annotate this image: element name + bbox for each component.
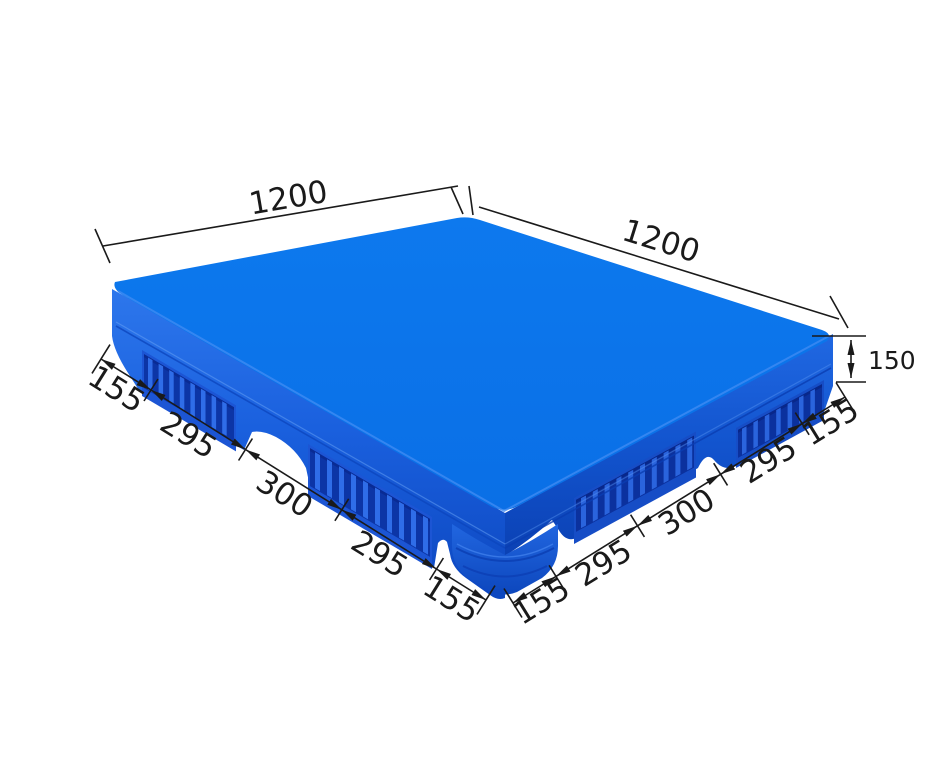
dimension-line <box>512 575 557 604</box>
left-skirt-groove <box>115 325 506 549</box>
dim-label-right-2: 295 <box>569 533 638 595</box>
dimension-line <box>100 358 152 391</box>
extension-tick <box>450 186 464 215</box>
extension-tick <box>91 344 111 374</box>
dimension-line <box>102 185 459 247</box>
extension-tick <box>835 382 855 412</box>
extension-tick <box>503 588 523 618</box>
boundary-tick <box>237 438 254 461</box>
extension-tick <box>476 585 496 615</box>
dim-label-height: 150 <box>868 346 916 375</box>
pallet-illustration <box>112 217 833 599</box>
left-skirt-groove-highlight <box>115 321 506 545</box>
dimension-line <box>555 525 638 578</box>
right-skirt-groove-highlight <box>504 363 832 545</box>
dimension-line <box>478 206 840 320</box>
dim-label-top-right: 1200 <box>618 213 704 271</box>
boundary-tick <box>548 564 564 588</box>
dimension-height: 150 <box>812 335 916 383</box>
dimension-line <box>436 568 487 601</box>
boundary-tick <box>428 557 445 581</box>
dimension-line <box>245 448 343 511</box>
dimension-line <box>637 473 722 527</box>
extension-tick <box>94 228 111 264</box>
boundary-tick <box>794 412 810 436</box>
boundary-tick <box>143 378 159 402</box>
dimension-line <box>150 389 246 451</box>
pallet-top-deck-face <box>114 217 830 510</box>
corner-foot-groove-dark <box>455 547 555 562</box>
extension-tick <box>829 295 849 329</box>
right-skirt-groove <box>504 367 832 549</box>
dimension-line <box>720 423 803 475</box>
dimension-line <box>801 396 846 425</box>
top-deck-front-edge-highlight <box>117 290 830 513</box>
dim-label-top-left: 1200 <box>246 174 330 223</box>
boundary-tick <box>334 498 350 522</box>
extension-tick <box>468 185 474 216</box>
corner-foot-groove-light <box>456 543 554 558</box>
boundary-tick <box>629 514 646 538</box>
boundary-tick <box>713 462 729 486</box>
dimension-line <box>341 509 437 570</box>
